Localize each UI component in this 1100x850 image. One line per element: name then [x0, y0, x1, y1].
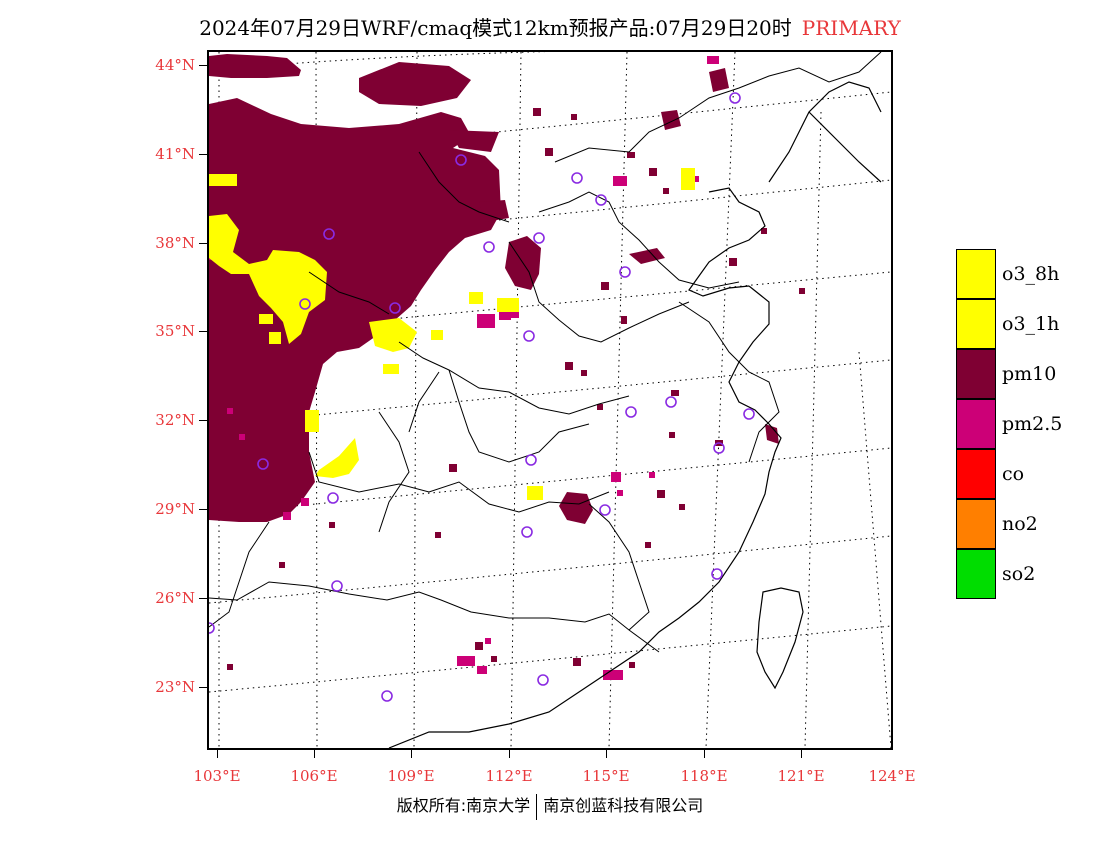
lon-label-109: 109°E	[387, 767, 435, 785]
pm10-region-northwest	[209, 54, 779, 524]
legend-swatch	[956, 299, 996, 349]
legend-swatch	[956, 399, 996, 449]
lat-label-32: 32°N	[155, 411, 195, 429]
station-markers	[209, 92, 755, 702]
legend-label: pm2.5	[1002, 413, 1063, 435]
legend-swatch	[956, 549, 996, 599]
legend-swatch	[956, 249, 996, 299]
lat-label-23: 23°N	[155, 678, 195, 696]
lat-tick	[199, 509, 207, 510]
legend-swatch	[956, 449, 996, 499]
lat-tick	[199, 65, 207, 66]
legend-label: o3_1h	[1002, 313, 1060, 335]
lon-label-112: 112°E	[485, 767, 533, 785]
legend-label: o3_8h	[1002, 263, 1060, 285]
lon-tick	[509, 750, 510, 758]
lat-label-35: 35°N	[155, 322, 195, 340]
copyright-footer: 版权所有:南京大学 南京创蓝科技有限公司	[0, 792, 1100, 820]
lat-tick	[199, 154, 207, 155]
lon-tick	[411, 750, 412, 758]
province-boundaries	[209, 52, 882, 653]
lon-label-121: 121°E	[777, 767, 825, 785]
title-text: 2024年07月29日WRF/cmaq模式12km预报产品:07月29日20时	[199, 16, 792, 40]
lat-tick	[199, 420, 207, 421]
lon-label-115: 115°E	[582, 767, 630, 785]
lon-tick	[217, 750, 218, 758]
lat-tick	[199, 598, 207, 599]
legend-label: pm10	[1002, 363, 1057, 385]
legend-label: so2	[1002, 563, 1036, 585]
lat-tick	[199, 331, 207, 332]
lat-tick	[199, 687, 207, 688]
map-title: 2024年07月29日WRF/cmaq模式12km预报产品:07月29日20时 P…	[0, 12, 1100, 41]
lat-label-29: 29°N	[155, 500, 195, 518]
lon-tick	[606, 750, 607, 758]
lat-tick	[199, 243, 207, 244]
lat-label-41: 41°N	[155, 145, 195, 163]
lat-label-38: 38°N	[155, 234, 195, 252]
lon-label-103: 103°E	[193, 767, 241, 785]
map-canvas	[209, 52, 891, 748]
footer-divider	[536, 793, 538, 820]
lon-label-106: 106°E	[290, 767, 338, 785]
copyright-left: 版权所有:南京大学	[396, 796, 531, 815]
lon-tick	[704, 750, 705, 758]
lon-tick	[801, 750, 802, 758]
o3-cells	[209, 168, 695, 500]
lon-label-118: 118°E	[680, 767, 728, 785]
legend-swatch	[956, 349, 996, 399]
forecast-map[interactable]	[207, 50, 893, 750]
lon-label-124: 124°E	[868, 767, 916, 785]
lat-label-26: 26°N	[155, 589, 195, 607]
primary-badge: PRIMARY	[801, 16, 901, 40]
legend-label: no2	[1002, 513, 1038, 535]
legend-label: co	[1002, 463, 1025, 485]
coastline	[388, 81, 882, 748]
legend-swatch	[956, 499, 996, 549]
lat-label-44: 44°N	[155, 56, 195, 74]
lon-tick	[314, 750, 315, 758]
copyright-right: 南京创蓝科技有限公司	[543, 796, 704, 815]
